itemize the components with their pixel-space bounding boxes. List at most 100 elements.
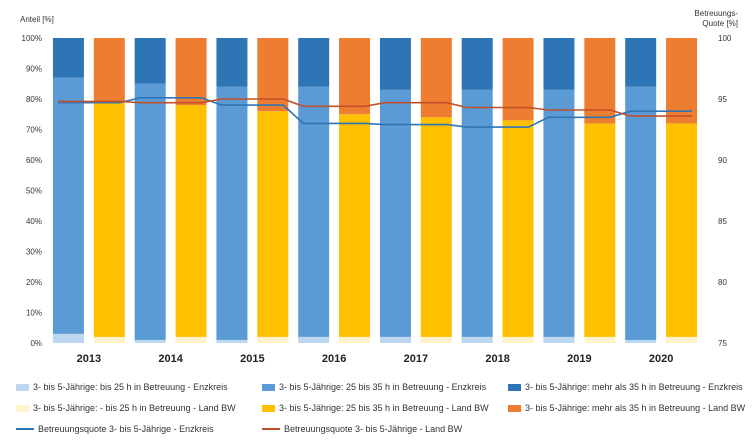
bar-segment-enzkreis-2015 — [216, 339, 248, 343]
y-left-tick-label: 10% — [26, 309, 42, 318]
bar-segment-enzkreis-2013 — [52, 333, 84, 343]
bar-segment-bw-2013 — [93, 38, 125, 103]
y-left-tick-label: 90% — [26, 65, 42, 74]
bar-segment-bw-2019 — [584, 336, 616, 343]
legend-label: 3- bis 5-Jährige: bis 25 h in Betreuung … — [33, 382, 228, 392]
legend-item: 3- bis 5-Jährige: 25 bis 35 h in Betreuu… — [262, 403, 489, 413]
bar-segment-enzkreis-2020 — [625, 38, 657, 87]
bar-segment-enzkreis-2019 — [543, 38, 575, 90]
y-left-tick-label: 20% — [26, 278, 42, 287]
y-right-axis-title-line2: Quote [%] — [702, 19, 738, 28]
legend-item: Betreuungsquote 3- bis 5-Jährige - Enzkr… — [16, 424, 214, 434]
legend-label: Betreuungsquote 3- bis 5-Jährige - Land … — [284, 424, 463, 434]
x-category-label: 2016 — [322, 353, 346, 365]
bar-segment-bw-2015 — [257, 336, 289, 343]
legend-item: 3- bis 5-Jährige: mehr als 35 h in Betre… — [508, 403, 745, 413]
y-left-axis-title: Anteil [%] — [20, 15, 54, 24]
legend-label: 3- bis 5-Jährige: 25 bis 35 h in Betreuu… — [279, 382, 487, 392]
legend-color-swatch — [262, 383, 275, 391]
y-right-tick-label: 80 — [718, 278, 727, 287]
bar-segment-bw-2015 — [257, 38, 289, 112]
legend-label: 3- bis 5-Jährige: mehr als 35 h in Betre… — [525, 403, 746, 413]
y-left-tick-label: 50% — [26, 187, 42, 196]
bar-segment-bw-2017 — [420, 336, 452, 343]
line-land-bw — [58, 98, 692, 117]
bar-segment-enzkreis-2020 — [625, 86, 657, 340]
bar-segment-bw-2016 — [339, 114, 371, 337]
bar-segment-bw-2020 — [666, 336, 698, 343]
y-left-tick-label: 40% — [26, 217, 42, 226]
y-left-tick-label: 100% — [22, 34, 42, 43]
y-right-ticks: 75 80 85 90 95 100 — [718, 34, 732, 348]
line-enzkreis — [58, 97, 692, 128]
bar-segment-enzkreis-2018 — [461, 89, 493, 337]
bar-segment-bw-2014 — [175, 38, 207, 106]
legend-color-swatch — [262, 404, 275, 412]
x-category-label: 2017 — [404, 353, 428, 365]
bar-segment-bw-2016 — [339, 336, 371, 343]
bar-segment-bw-2013 — [93, 102, 125, 337]
bar-segment-enzkreis-2018 — [461, 336, 493, 343]
legend-color-swatch — [508, 383, 521, 391]
legend-color-swatch — [508, 404, 521, 412]
y-left-tick-label: 70% — [26, 126, 42, 135]
bar-segment-enzkreis-2017 — [379, 336, 411, 343]
y-left-tick-label: 0% — [30, 339, 42, 348]
bar-segment-bw-2018 — [502, 120, 534, 337]
chart-canvas: Anteil [%] Betreuungs- Quote [%] 0% 10% 20… — [20, 9, 738, 365]
bar-segment-enzkreis-2015 — [216, 38, 248, 87]
legend-color-swatch — [16, 383, 29, 391]
legend-item: 3- bis 5-Jährige: 25 bis 35 h in Betreuu… — [262, 382, 486, 392]
y-right-tick-label: 95 — [718, 95, 727, 104]
bar-segment-bw-2020 — [666, 123, 698, 337]
y-right-axis-title-line1: Betreuungs- — [694, 9, 738, 18]
y-right-tick-label: 100 — [718, 34, 732, 43]
x-category-label: 2013 — [77, 353, 101, 365]
x-category-label: 2015 — [240, 353, 264, 365]
bar-segment-enzkreis-2017 — [379, 89, 411, 337]
bar-segment-bw-2018 — [502, 336, 534, 343]
legend-label: 3- bis 5-Jährige: 25 bis 35 h in Betreuu… — [279, 403, 489, 413]
legend-color-swatch — [16, 404, 29, 412]
legend-item: 3- bis 5-Jährige: - bis 25 h in Betreuun… — [16, 403, 236, 413]
bar-segment-bw-2013 — [93, 336, 125, 343]
bar-segment-bw-2014 — [175, 336, 207, 343]
y-left-tick-label: 30% — [26, 248, 42, 257]
bar-segment-enzkreis-2017 — [379, 38, 411, 90]
bar-segment-bw-2015 — [257, 111, 289, 337]
bar-segment-bw-2018 — [502, 38, 534, 121]
x-category-labels: 2013 2014 2015 2016 2017 2018 2019 2020 — [77, 353, 674, 365]
x-category-label: 2019 — [567, 353, 591, 365]
legend-item: 3- bis 5-Jährige: mehr als 35 h in Betre… — [508, 382, 743, 392]
bar-segment-bw-2019 — [584, 123, 616, 337]
y-right-tick-label: 90 — [718, 156, 727, 165]
legend-line-swatch — [262, 428, 280, 430]
y-right-tick-label: 75 — [718, 339, 727, 348]
bar-groups — [52, 38, 698, 343]
bar-segment-bw-2017 — [420, 117, 452, 337]
bar-segment-enzkreis-2016 — [298, 86, 330, 337]
y-right-tick-label: 85 — [718, 217, 727, 226]
bar-segment-enzkreis-2016 — [298, 38, 330, 87]
x-category-label: 2020 — [649, 353, 673, 365]
y-left-ticks: 0% 10% 20% 30% 40% 50% 60% 70% 80% 90% 100% — [22, 34, 42, 348]
bar-segment-enzkreis-2019 — [543, 336, 575, 343]
x-category-label: 2014 — [158, 353, 183, 365]
bar-segment-bw-2017 — [420, 38, 452, 118]
x-category-label: 2018 — [485, 353, 509, 365]
bar-segment-bw-2020 — [666, 38, 698, 124]
bar-segment-bw-2019 — [584, 38, 616, 124]
legend-line-swatch — [16, 428, 34, 430]
bar-segment-enzkreis-2014 — [134, 339, 166, 343]
bar-segment-enzkreis-2013 — [52, 77, 84, 334]
bar-segment-bw-2016 — [339, 38, 371, 115]
bar-segment-enzkreis-2018 — [461, 38, 493, 90]
bar-segment-enzkreis-2015 — [216, 86, 248, 340]
legend-item: 3- bis 5-Jährige: bis 25 h in Betreuung … — [16, 382, 228, 392]
bar-segment-enzkreis-2019 — [543, 89, 575, 337]
bar-segment-enzkreis-2014 — [134, 83, 166, 340]
bar-segment-enzkreis-2020 — [625, 339, 657, 343]
legend-label: 3- bis 5-Jährige: mehr als 35 h in Betre… — [525, 382, 743, 392]
legend-label: 3- bis 5-Jährige: - bis 25 h in Betreuun… — [33, 403, 236, 413]
bar-segment-bw-2014 — [175, 105, 207, 337]
